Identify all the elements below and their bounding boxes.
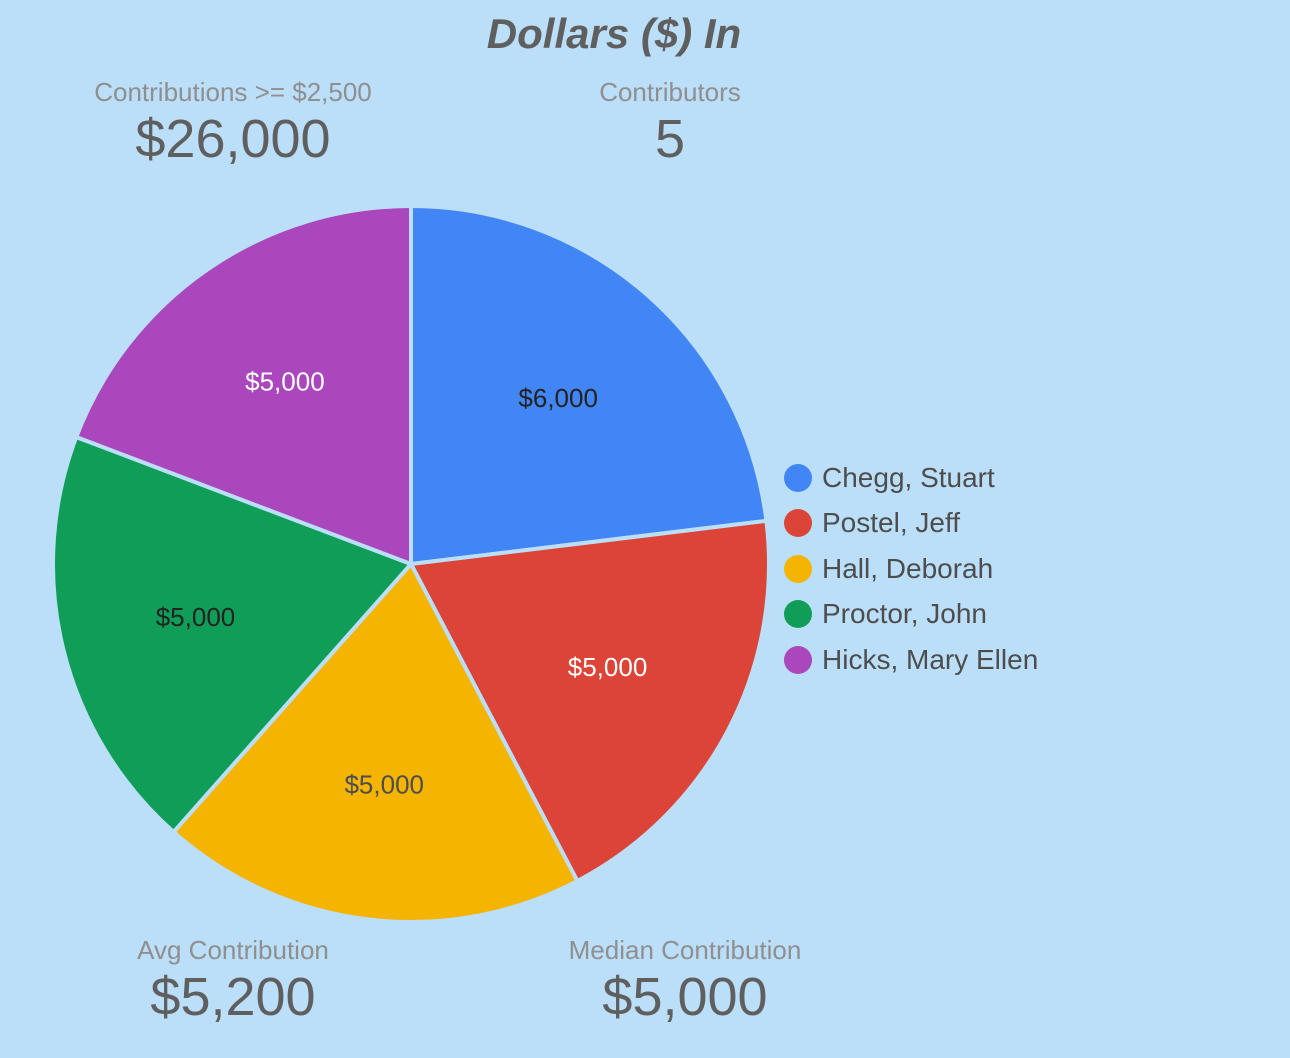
stat-contributions-total: Contributions >= $2,500 $26,000 bbox=[33, 76, 433, 170]
legend-swatch-icon bbox=[784, 645, 812, 674]
pie-slice-label: $5,000 bbox=[568, 652, 648, 682]
stat-median-contribution-label: Median Contribution bbox=[568, 935, 802, 965]
legend-label: Chegg, Stuart bbox=[822, 461, 995, 493]
stat-contributors-value: 5 bbox=[654, 109, 686, 169]
legend-swatch-icon bbox=[784, 600, 812, 629]
legend-label: Hall, Deborah bbox=[822, 552, 994, 584]
stat-median-contribution: Median Contribution $5,000 bbox=[485, 934, 885, 1028]
legend-label: Hicks, Mary Ellen bbox=[822, 643, 1039, 675]
legend-label: Proctor, John bbox=[822, 598, 987, 630]
stat-contributors: Contributors 5 bbox=[470, 76, 870, 170]
legend-swatch-icon bbox=[784, 463, 812, 492]
stat-median-contribution-value: $5,000 bbox=[602, 967, 768, 1027]
stat-avg-contribution: Avg Contribution $5,200 bbox=[33, 934, 433, 1028]
pie-slice-label: $6,000 bbox=[518, 383, 598, 413]
stat-contributions-total-label: Contributions >= $2,500 bbox=[94, 77, 372, 107]
legend-swatch-icon bbox=[784, 554, 812, 583]
pie-slice bbox=[407, 518, 771, 884]
legend-item[interactable]: Hall, Deborah bbox=[784, 546, 1038, 592]
pie-slice bbox=[409, 203, 769, 567]
chart-legend: Chegg, Stuart Postel, Jeff Hall, Deborah Pr… bbox=[784, 455, 1038, 683]
pie-slice-label: $5,000 bbox=[344, 769, 424, 799]
chart-title: Dollars ($) In bbox=[486, 10, 742, 57]
stat-contributions-total-value: $26,000 bbox=[135, 109, 331, 169]
legend-label: Postel, Jeff bbox=[822, 507, 961, 539]
legend-swatch-icon bbox=[784, 509, 812, 538]
stat-avg-contribution-label: Avg Contribution bbox=[137, 935, 329, 965]
stat-contributors-label: Contributors bbox=[599, 77, 741, 107]
legend-item[interactable]: Proctor, John bbox=[784, 592, 1038, 638]
legend-item[interactable]: Postel, Jeff bbox=[784, 501, 1038, 547]
pie-slice bbox=[73, 203, 413, 567]
legend-item[interactable]: Chegg, Stuart bbox=[784, 455, 1038, 501]
pie-slice-label: $5,000 bbox=[245, 366, 325, 396]
legend-item[interactable]: Hicks, Mary Ellen bbox=[784, 637, 1038, 683]
stat-avg-contribution-value: $5,200 bbox=[150, 967, 316, 1027]
pie-slice bbox=[51, 434, 415, 835]
pie-slice bbox=[170, 560, 581, 924]
pie-slice-label: $5,000 bbox=[156, 602, 236, 632]
